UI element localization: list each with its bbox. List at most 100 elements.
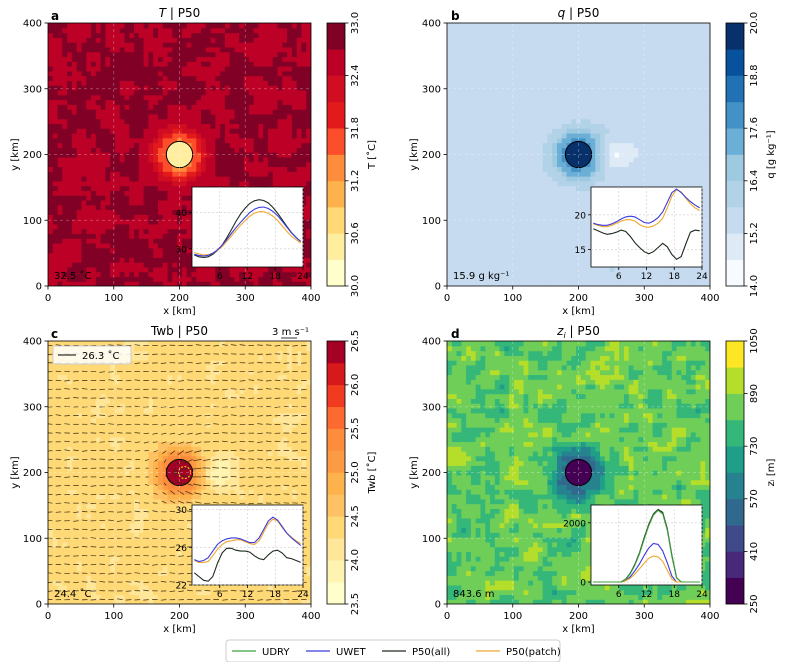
- colorbar-level: [726, 233, 744, 260]
- colorbar-level: [327, 384, 345, 408]
- inset-y-tick-label: 40: [176, 209, 188, 219]
- colorbar-level: [327, 233, 345, 260]
- colorbar-level: [327, 341, 345, 364]
- panel-b: 0 100 200 300 400 0 100 200 300 400 x [km] y [km] q …: [409, 6, 777, 317]
- colorbar-tick-label: 31.8: [350, 117, 361, 139]
- legend: UDRY UWET P50(all) P50(patch): [225, 639, 561, 662]
- contour-legend-text: 26.3 ˚C: [82, 350, 119, 362]
- x-tick-label: 100: [503, 611, 522, 622]
- inset-x-tick-label: 24: [696, 272, 708, 282]
- mean-annotation: 843.6 m: [453, 589, 495, 600]
- y-tick-label: 400: [23, 19, 42, 30]
- inset-x-tick-label: 6: [217, 590, 223, 600]
- colorbar-level: [327, 207, 345, 234]
- y-tick-label: 100: [23, 534, 42, 545]
- x-axis-label: x [km]: [163, 306, 196, 317]
- patch-circle-a: [165, 140, 194, 169]
- y-tick-label: 400: [422, 19, 441, 30]
- colorbar-level: [327, 180, 345, 208]
- colorbar-level: [726, 498, 744, 526]
- x-tick-label: 300: [635, 611, 654, 622]
- inset-d: 6 12 18 24 0 2000: [563, 504, 708, 600]
- colorbar-tick-label: 25.0: [350, 461, 361, 483]
- legend-label: P50(all): [412, 647, 450, 658]
- colorbar-label: T [˚C]: [366, 140, 378, 170]
- panel-title-a: T | P50: [159, 6, 201, 20]
- y-tick-label: 400: [23, 337, 42, 348]
- colorbar-tick-label: 23.5: [350, 593, 361, 615]
- legend-label: UDRY: [262, 647, 290, 658]
- y-axis-label: y [km]: [409, 138, 420, 171]
- inset-x-tick-label: 6: [616, 590, 622, 600]
- x-tick-label: 0: [45, 293, 51, 304]
- field-b: [447, 23, 710, 286]
- inset-y-tick-label: 30: [176, 245, 188, 255]
- inset-y-tick-label: 30: [176, 506, 188, 516]
- colorbar-level: [327, 472, 345, 495]
- colorbar-level: [327, 75, 345, 103]
- colorbar-tick-label: 16.4: [749, 170, 760, 192]
- colorbar-b: 14.0 15.2 16.4 17.6 18.8 20.0 q [g kg⁻¹]: [725, 12, 777, 297]
- inset-series-uwet: [194, 206, 302, 257]
- legend-label: P50(patch): [506, 647, 561, 658]
- colorbar-level: [726, 525, 744, 552]
- colorbar-frame: [725, 22, 745, 287]
- contour-26.3: [178, 466, 191, 479]
- colorbar-tick-label: 25.5: [350, 418, 361, 440]
- panel-a: 0 100 200 300 400 0 100 200 300 400 x [km] y [km] T …: [10, 6, 378, 317]
- panel-title-b: q | P50: [558, 6, 600, 20]
- contour-legend-box: [52, 345, 132, 365]
- colorbar-tick-label: 24.0: [350, 549, 361, 571]
- colorbar-tick-label: 15.2: [749, 222, 760, 244]
- y-tick-label: 200: [422, 468, 441, 479]
- y-tick-label: 300: [422, 402, 441, 413]
- colorbar-level: [327, 582, 345, 605]
- inset-series-p50all: [194, 199, 302, 259]
- inset-y-tick-label: 20: [575, 211, 587, 221]
- colorbar-level: [327, 538, 345, 561]
- x-axis-label: x [km]: [562, 624, 595, 635]
- colorbar-tick-label: 410: [749, 542, 760, 561]
- inset-x-tick-label: 24: [297, 590, 309, 600]
- inset-y-tick-label: 26: [176, 544, 188, 554]
- colorbar-tick-label: 250: [749, 594, 760, 613]
- y-tick-label: 0: [36, 282, 42, 293]
- colorbar-level: [726, 446, 744, 473]
- inset-series-p50all: [593, 228, 700, 260]
- colorbar-level: [327, 494, 345, 517]
- colorbar-label: Twb [˚C]: [366, 451, 378, 494]
- inset-series-uwet: [194, 516, 302, 563]
- x-tick-label: 300: [635, 293, 654, 304]
- colorbar-level: [327, 259, 345, 287]
- panel-letter: b: [451, 9, 460, 23]
- panel-c: 0 100 200 300 400 0 100 200 300 400 x [km] y [km] Tw…: [10, 324, 378, 635]
- colorbar-level: [327, 516, 345, 539]
- colorbar-level: [726, 180, 744, 208]
- x-tick-label: 0: [444, 293, 450, 304]
- inset-series-p50all: [193, 547, 301, 582]
- panel-d: 0 100 200 300 400 0 100 200 300 400 x [km] y [km] zi…: [409, 324, 777, 635]
- colorbar-tick-label: 18.8: [749, 64, 760, 86]
- inset-y-tick-label: 15: [575, 246, 586, 256]
- inset-x-tick-label: 24: [297, 272, 309, 282]
- colorbar-level: [726, 207, 744, 234]
- colorbar-level: [726, 259, 744, 287]
- colorbar-tick-label: 30.0: [350, 275, 361, 297]
- x-tick-label: 300: [236, 293, 255, 304]
- colorbar-level: [726, 472, 744, 500]
- inset-y-tick-label: 0: [580, 579, 586, 589]
- inset-y-tick-label: 2000: [563, 519, 586, 529]
- colorbar-level: [726, 75, 744, 103]
- y-tick-label: 300: [422, 84, 441, 95]
- colorbar-label: q [g kg⁻¹]: [766, 130, 777, 178]
- panel-letter: d: [451, 327, 460, 341]
- colorbar-level: [726, 393, 744, 421]
- mean-annotation: 24.4 ˚C: [54, 588, 91, 600]
- colorbar-level: [726, 49, 744, 76]
- y-tick-label: 100: [23, 216, 42, 227]
- colorbar-level: [327, 428, 345, 451]
- colorbar-level: [726, 23, 744, 50]
- colorbar-tick-label: 20.0: [749, 12, 760, 34]
- colorbar-level: [726, 341, 744, 368]
- colorbar-level: [327, 49, 345, 76]
